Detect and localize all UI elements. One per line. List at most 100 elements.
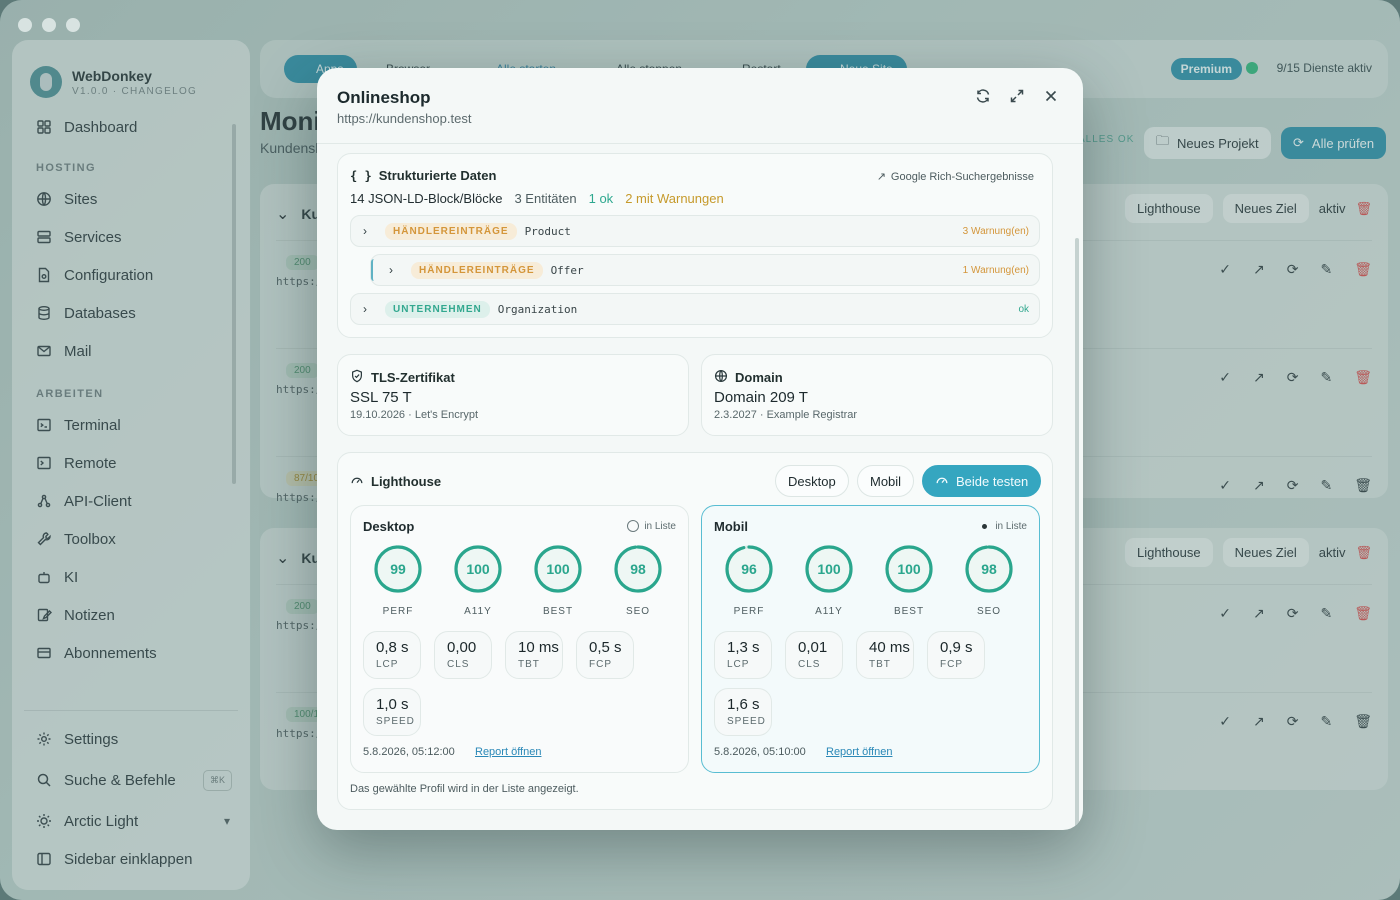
sidebar-item-toolbox[interactable]: Toolbox <box>12 520 250 558</box>
check-icon: ✓ <box>1219 713 1232 729</box>
lighthouse-button[interactable]: Lighthouse <box>1124 538 1213 567</box>
sidebar-item-ki[interactable]: KI <box>12 558 250 596</box>
refresh-icon[interactable]: ⟳ <box>1286 605 1299 621</box>
score-value: 100 <box>897 561 921 577</box>
refresh-icon[interactable] <box>975 88 991 104</box>
pencil-icon[interactable]: ✎ <box>1320 605 1333 621</box>
run-both-button[interactable]: Beide testen <box>922 465 1042 497</box>
lighthouse-button[interactable]: Lighthouse <box>1124 194 1213 223</box>
active-toggle[interactable]: aktiv <box>1318 201 1346 216</box>
sidebar-item-mail[interactable]: Mail <box>12 332 250 370</box>
lighthouse-profile-desktop[interactable]: Desktop in Liste 99 PERF 100 A11Y 100 BEST 98 SEO… <box>350 505 689 773</box>
google-rich-results-link[interactable]: ↗ Google Rich-Suchergebnisse <box>877 170 1034 184</box>
score-value: 100 <box>817 561 841 577</box>
close-icon[interactable] <box>1043 88 1059 104</box>
zoom-window-button[interactable] <box>66 18 80 32</box>
app-version[interactable]: V1.0.0 · CHANGELOG <box>72 85 198 97</box>
external-link-icon[interactable]: ↗ <box>1253 477 1265 493</box>
external-link-icon[interactable]: ↗ <box>1253 369 1265 385</box>
sidebar-item-terminal[interactable]: Terminal <box>12 406 250 444</box>
open-report-link[interactable]: Report öffnen <box>475 746 542 758</box>
structured-data-row[interactable]: › HÄNDLEREINTRÄGE Offer 1 Warnung(en) <box>370 254 1040 286</box>
shortcut-badge: ⌘K <box>202 769 232 791</box>
button-label: Alle prüfen <box>1311 135 1375 151</box>
metric-cls: 0,01 CLS <box>785 631 843 679</box>
structured-data-row[interactable]: › HÄNDLEREINTRÄGE Product 3 Warnung(en) <box>350 215 1040 247</box>
nav-sections: HOSTING Sites Services Configuration Databas… <box>12 162 250 672</box>
domain-value: Domain 209 T <box>714 389 808 406</box>
sidebar-item-abonnements[interactable]: Abonnements <box>12 634 250 672</box>
premium-badge[interactable]: Premium <box>1170 58 1242 80</box>
sidebar-item-services[interactable]: Services <box>12 218 250 256</box>
pencil-icon[interactable]: ✎ <box>1320 477 1333 493</box>
schema-type: Product <box>524 224 571 238</box>
sidebar-item-label: Toolbox <box>64 530 116 548</box>
check-icon: ✓ <box>1219 369 1232 385</box>
modal-scrollbar[interactable] <box>1075 238 1079 828</box>
trash-icon[interactable]: 🗑 <box>1354 369 1372 385</box>
pencil-icon[interactable]: ✎ <box>1320 713 1333 729</box>
new-target-button[interactable]: Neues Ziel <box>1222 538 1309 567</box>
score-value: 96 <box>741 561 757 577</box>
refresh-icon[interactable]: ⟳ <box>1286 261 1299 277</box>
row-actions: ✓ ↗ ⟳ ✎ 🗑 <box>1219 369 1372 386</box>
refresh-icon[interactable]: ⟳ <box>1286 477 1299 493</box>
close-window-button[interactable] <box>18 18 32 32</box>
sidebar-item-label: Sidebar einklappen <box>64 850 193 868</box>
lighthouse-profile-mobil[interactable]: Mobil in Liste 96 PERF 100 A11Y 100 BEST 98 SEO 1,… <box>701 505 1040 773</box>
pencil-icon[interactable]: ✎ <box>1320 261 1333 277</box>
in-list-radio[interactable]: in Liste <box>627 520 676 532</box>
nav-section-title: HOSTING <box>36 162 96 174</box>
sidebar-scrollbar[interactable] <box>232 124 236 484</box>
sidebar-item-sites[interactable]: Sites <box>12 180 250 218</box>
open-report-link[interactable]: Report öffnen <box>826 746 893 758</box>
sidebar-item-search[interactable]: Suche & Befehle ⌘K <box>12 761 250 799</box>
new-target-button[interactable]: Neues Ziel <box>1222 194 1309 223</box>
structured-data-row[interactable]: › UNTERNEHMEN Organization ok <box>350 293 1040 325</box>
active-toggle[interactable]: aktiv <box>1318 545 1346 560</box>
run-mobile-button[interactable]: Mobil <box>857 465 915 497</box>
metric-label: FCP <box>940 659 963 670</box>
external-link-icon[interactable]: ↗ <box>1253 713 1265 729</box>
external-link-icon[interactable]: ↗ <box>1253 261 1265 277</box>
external-link-icon[interactable]: ↗ <box>1253 605 1265 621</box>
refresh-icon[interactable]: ⟳ <box>1286 713 1299 729</box>
card-title: Lighthouse <box>350 473 441 490</box>
card-title: Domain <box>714 369 783 386</box>
refresh-icon[interactable]: ⟳ <box>1286 369 1299 385</box>
sidebar-item-configuration[interactable]: Configuration <box>12 256 250 294</box>
score-label: BEST <box>893 606 925 617</box>
trash-icon[interactable]: 🗑 <box>1354 477 1372 493</box>
run-desktop-button[interactable]: Desktop <box>775 465 849 497</box>
sidebar-item-dashboard[interactable]: Dashboard <box>12 108 250 146</box>
sidebar-item-databases[interactable]: Databases <box>12 294 250 332</box>
minimize-window-button[interactable] <box>42 18 56 32</box>
modal-header: Onlineshop https://kundenshop.test <box>317 68 1083 144</box>
sidebar-item-notizen[interactable]: Notizen <box>12 596 250 634</box>
brand[interactable]: WebDonkey V1.0.0 · CHANGELOG <box>12 62 250 102</box>
expand-icon[interactable] <box>1009 88 1025 104</box>
status-badge: 200 <box>286 599 319 614</box>
theme-label: Arctic Light <box>64 812 139 830</box>
in-list-radio[interactable]: in Liste <box>978 520 1027 532</box>
status-dot <box>1246 62 1258 74</box>
sidebar-item-settings[interactable]: Settings <box>12 720 250 758</box>
trash-icon[interactable]: 🗑 <box>1355 200 1372 216</box>
group-actions: Lighthouse Neues Ziel aktiv 🗑 <box>1124 538 1372 567</box>
pencil-icon[interactable]: ✎ <box>1320 369 1333 385</box>
metric-value: 1,3 s <box>727 639 760 656</box>
sidebar-item-label: Abonnements <box>64 644 157 662</box>
trash-icon[interactable]: 🗑 <box>1354 261 1372 277</box>
theme-selector[interactable]: Arctic Light ▾ <box>12 802 250 840</box>
trash-icon[interactable]: 🗑 <box>1354 713 1372 729</box>
new-project-button[interactable]: 🗀 Neues Projekt <box>1144 127 1271 159</box>
check-icon: ✓ <box>1219 261 1232 277</box>
sidebar-item-remote[interactable]: Remote <box>12 444 250 482</box>
sidebar-item-api-client[interactable]: API-Client <box>12 482 250 520</box>
sidebar-collapse-button[interactable]: Sidebar einklappen <box>12 840 250 878</box>
check-all-button[interactable]: ⟳ Alle prüfen <box>1281 127 1387 159</box>
chevron-down-icon: ▾ <box>223 814 230 828</box>
trash-icon[interactable]: 🗑 <box>1355 544 1372 560</box>
trash-icon[interactable]: 🗑 <box>1354 605 1372 621</box>
